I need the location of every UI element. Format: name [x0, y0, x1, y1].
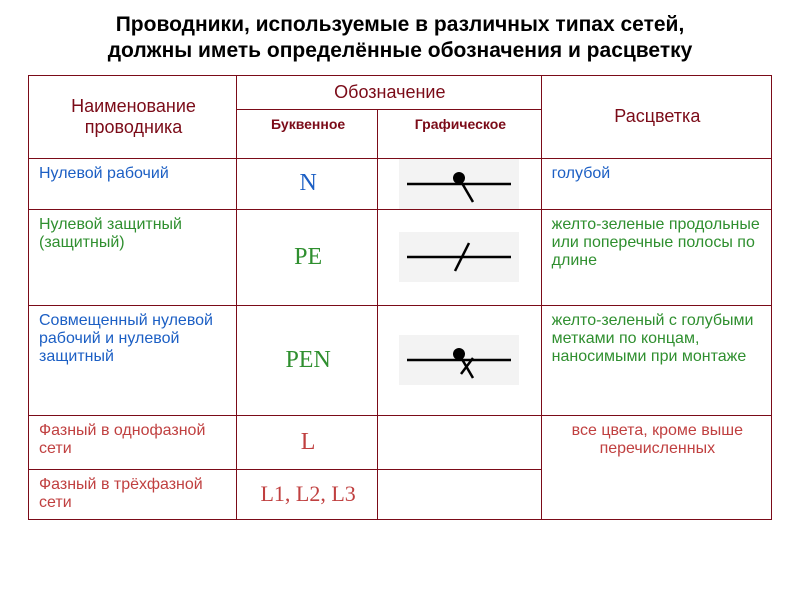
cell-graphic — [378, 469, 541, 519]
color-text: голубой — [552, 165, 611, 182]
cell-name: Нулевой защитный (защитный) — [29, 209, 237, 305]
cell-name: Совмещенный нулевой рабочий и нулевой за… — [29, 305, 237, 415]
cell-letter: L1, L2, L3 — [237, 469, 378, 519]
cell-graphic — [378, 415, 541, 469]
name-text: Совмещенный нулевой рабочий и нулевой за… — [39, 312, 213, 365]
th-graphic: Графическое — [378, 109, 541, 158]
cell-color-merged: все цвета, кроме выше перечисленных — [541, 415, 771, 519]
color-text-merged: все цвета, кроме выше перечисленных — [572, 422, 743, 457]
letter-text: L1, L2, L3 — [260, 481, 355, 506]
cell-name: Фазный в трёхфазной сети — [29, 469, 237, 519]
conductor-symbol-icon — [399, 232, 519, 282]
name-text: Фазный в однофазной сети — [39, 422, 205, 457]
letter-text: PE — [294, 244, 322, 270]
color-text: желто-зеленые продольные или поперечные … — [552, 216, 760, 269]
letter-text: PEN — [285, 347, 330, 373]
cell-color: голубой — [541, 158, 771, 209]
th-name-text: Наименование проводника — [71, 96, 196, 137]
table-row: Нулевой защитный (защитный) PE желто-зел… — [29, 209, 772, 305]
table-row: Фазный в однофазной сети L все цвета, кр… — [29, 415, 772, 469]
cell-color: желто-зеленый с голубыми метками по конц… — [541, 305, 771, 415]
name-text: Нулевой рабочий — [39, 165, 169, 182]
cell-letter: PE — [237, 209, 378, 305]
name-text: Нулевой защитный (защитный) — [39, 216, 182, 251]
cell-name: Нулевой рабочий — [29, 158, 237, 209]
th-letter-text: Буквенное — [271, 116, 345, 132]
cell-name: Фазный в однофазной сети — [29, 415, 237, 469]
th-color: Расцветка — [541, 75, 771, 158]
header-row-1: Наименование проводника Обозначение Расц… — [29, 75, 772, 109]
letter-text: N — [299, 170, 316, 196]
th-letter: Буквенное — [237, 109, 378, 158]
title-line-2: должны иметь определённые обозначения и … — [108, 39, 693, 62]
cell-color: желто-зеленые продольные или поперечные … — [541, 209, 771, 305]
title-line-1: Проводники, используемые в различных тип… — [116, 13, 685, 36]
th-name: Наименование проводника — [29, 75, 237, 158]
conductor-symbol-icon — [399, 159, 519, 209]
cell-letter: L — [237, 415, 378, 469]
page-title: Проводники, используемые в различных тип… — [28, 12, 772, 65]
th-designation: Обозначение — [237, 75, 542, 109]
cell-graphic — [378, 158, 541, 209]
letter-text: L — [301, 429, 316, 455]
th-color-text: Расцветка — [614, 106, 700, 126]
conductor-symbol-icon — [399, 335, 519, 385]
cell-letter: PEN — [237, 305, 378, 415]
th-graphic-text: Графическое — [415, 116, 506, 132]
cell-letter: N — [237, 158, 378, 209]
conductors-table: Наименование проводника Обозначение Расц… — [28, 75, 772, 520]
cell-graphic — [378, 209, 541, 305]
name-text: Фазный в трёхфазной сети — [39, 476, 203, 511]
table-row: Совмещенный нулевой рабочий и нулевой за… — [29, 305, 772, 415]
th-designation-text: Обозначение — [334, 82, 445, 102]
cell-graphic — [378, 305, 541, 415]
color-text: желто-зеленый с голубыми метками по конц… — [552, 312, 754, 365]
table-row: Нулевой рабочий N голубой — [29, 158, 772, 209]
